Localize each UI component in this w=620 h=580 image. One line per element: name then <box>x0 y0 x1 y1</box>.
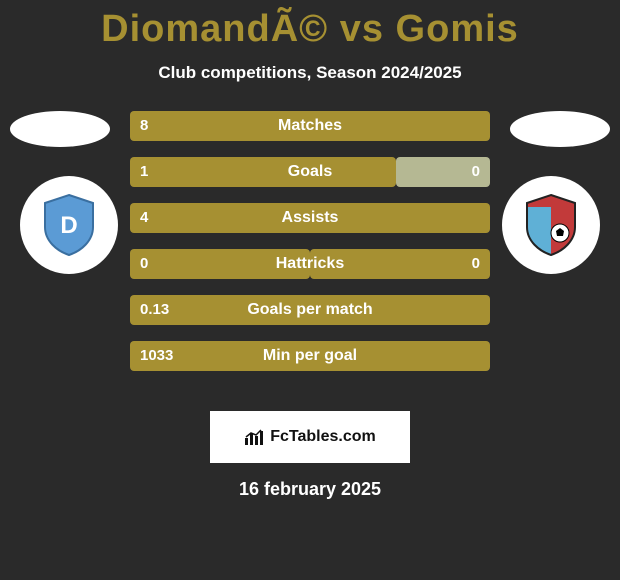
stat-label: Assists <box>130 203 490 233</box>
stat-value-left: 1 <box>130 157 158 187</box>
shield-icon: D <box>41 193 97 257</box>
stat-label: Matches <box>130 111 490 141</box>
subtitle: Club competitions, Season 2024/2025 <box>0 63 620 83</box>
team-crest-left: D <box>20 176 118 274</box>
brand-chart-icon <box>244 428 266 446</box>
comparison-bars: Matches8Goals10Assists4Hattricks00Goals … <box>130 111 490 387</box>
svg-text:D: D <box>60 212 77 239</box>
player-avatar-right <box>510 111 610 147</box>
stat-value-left: 1033 <box>130 341 183 371</box>
player-avatar-left <box>10 111 110 147</box>
stat-row: Hattricks0 0 <box>130 249 490 279</box>
date-label: 16 february 2025 <box>0 479 620 500</box>
stats-area: D Matches8Goals10Assists4Hattricks00Goal… <box>0 111 620 411</box>
stat-label: Goals <box>130 157 490 187</box>
stat-row: Min per goal1033 <box>130 341 490 371</box>
stat-label: Hattricks <box>130 249 490 279</box>
brand-badge: FcTables.com <box>210 411 410 463</box>
stat-row: Assists4 <box>130 203 490 233</box>
team-crest-right <box>502 176 600 274</box>
stat-label: Goals per match <box>130 295 490 325</box>
stat-value-right: 0 <box>462 157 490 187</box>
stat-value-left: 4 <box>130 203 158 233</box>
stat-value-left: 0 <box>130 249 158 279</box>
stat-value-left: 0.13 <box>130 295 179 325</box>
brand-text: FcTables.com <box>270 428 376 446</box>
stat-label: Min per goal <box>130 341 490 371</box>
stat-value-right: 0 <box>462 249 490 279</box>
stat-row: Goals1 0 <box>130 157 490 187</box>
page-title: DiomandÃ© vs Gomis <box>0 0 620 51</box>
shield-icon <box>523 193 579 257</box>
stat-row: Goals per match0.13 <box>130 295 490 325</box>
stat-row: Matches8 <box>130 111 490 141</box>
stat-value-left: 8 <box>130 111 158 141</box>
